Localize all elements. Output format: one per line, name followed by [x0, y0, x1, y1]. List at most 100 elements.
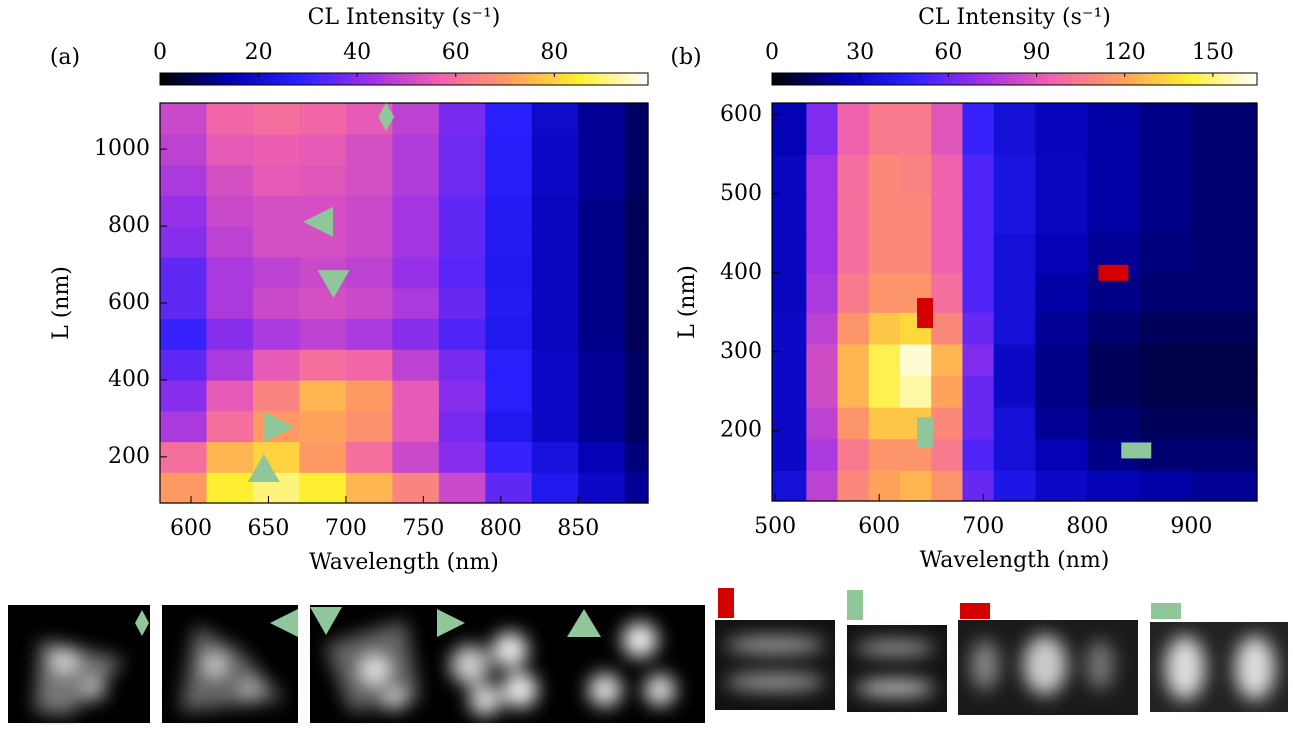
heat-cell	[1191, 233, 1258, 274]
heat-cell	[806, 470, 839, 502]
heat-cell	[931, 438, 964, 471]
heat-cell	[624, 164, 649, 196]
heat-cell	[160, 164, 208, 196]
heat-cell	[1035, 343, 1088, 377]
x-axis-label: Wavelength (nm)	[309, 550, 499, 575]
heat-cell	[1035, 438, 1088, 471]
heat-cell	[392, 256, 440, 289]
heat-cell	[962, 154, 995, 195]
heat-cell	[392, 164, 440, 196]
x-tick-label: 800	[1066, 514, 1108, 539]
heat-cell	[392, 379, 440, 412]
heat-cell	[578, 195, 626, 227]
sem-marker	[1151, 603, 1181, 619]
marker	[916, 417, 933, 448]
colorbar-tick-label: 30	[846, 40, 874, 65]
x-tick-label: 900	[1170, 514, 1212, 539]
heat-cell	[993, 103, 1036, 155]
heat-cell	[485, 349, 533, 381]
sem-marker	[960, 603, 990, 619]
heat-cell	[252, 133, 301, 166]
heat-cell	[624, 287, 649, 319]
heat-cell	[531, 287, 579, 319]
colorbar-tick-label: 0	[153, 40, 167, 65]
heat-cell	[252, 103, 301, 135]
panel-label: (b)	[670, 45, 701, 70]
heat-cell	[392, 349, 440, 381]
heat-cell	[252, 379, 301, 412]
heat-cell	[1035, 407, 1088, 440]
marker	[317, 270, 350, 299]
heat-cell	[962, 312, 995, 345]
heat-cell	[531, 256, 579, 289]
heat-cell	[345, 441, 393, 473]
heat-cell	[931, 343, 964, 377]
heat-cell	[485, 318, 533, 350]
heat-cell	[624, 195, 649, 227]
heat-cell	[206, 226, 254, 258]
heat-cell	[345, 226, 393, 258]
heat-cell	[392, 103, 440, 135]
marker	[303, 206, 334, 237]
heat-cell	[1087, 154, 1140, 195]
heat-cell	[392, 287, 440, 319]
heat-cell	[392, 472, 440, 504]
heat-cell	[993, 233, 1036, 274]
heat-cell	[485, 472, 533, 504]
heat-cell	[299, 103, 347, 135]
heat-cell	[531, 164, 579, 196]
heat-cell	[160, 472, 208, 504]
y-tick-label: 400	[108, 367, 150, 392]
colorbar-tick-label: 120	[1104, 40, 1146, 65]
heat-cell	[772, 233, 807, 274]
heat-cell	[837, 375, 870, 408]
heat-cell	[837, 272, 870, 313]
x-tick-label: 500	[754, 514, 796, 539]
heat-cell	[1191, 438, 1258, 471]
heat-cell	[578, 410, 626, 443]
heat-cell	[624, 133, 649, 166]
heat-cell	[806, 438, 839, 471]
heat-cell	[900, 375, 932, 408]
heat-cell	[345, 256, 393, 289]
heat-cell	[578, 164, 626, 196]
heat-cell	[485, 441, 533, 473]
heat-cell	[392, 318, 440, 350]
heat-cell	[578, 103, 626, 135]
sem-image	[847, 625, 947, 712]
heat-cell	[531, 226, 579, 258]
heat-cell	[868, 272, 901, 313]
heat-cell	[438, 103, 486, 135]
heat-cell	[806, 233, 839, 274]
y-tick-label: 500	[720, 181, 762, 206]
heat-cell	[806, 154, 839, 195]
heat-cell	[252, 287, 301, 319]
heat-cell	[1087, 375, 1140, 408]
heat-cell	[206, 441, 254, 473]
heat-cell	[160, 349, 208, 381]
heat-cell	[252, 349, 301, 381]
heat-cell	[531, 441, 579, 473]
heat-cell	[868, 438, 901, 471]
heat-cell	[1035, 233, 1088, 274]
heat-cell	[931, 272, 964, 313]
heat-cell	[206, 195, 254, 227]
colorbar-tick-label: 90	[1023, 40, 1051, 65]
heat-cell	[392, 226, 440, 258]
sem-marker	[567, 609, 601, 637]
heat-cell	[345, 195, 393, 227]
heat-cell	[345, 379, 393, 412]
marker	[247, 454, 280, 482]
heat-cell	[485, 164, 533, 196]
heat-cell	[806, 312, 839, 345]
marker	[264, 411, 295, 442]
heat-cell	[252, 256, 301, 289]
sem-marker	[270, 609, 298, 637]
heat-cell	[1087, 470, 1140, 502]
heat-cell	[578, 256, 626, 289]
heat-cell	[160, 133, 208, 166]
heat-cell	[252, 164, 301, 196]
x-tick-label: 600	[170, 516, 212, 541]
heat-cell	[392, 133, 440, 166]
